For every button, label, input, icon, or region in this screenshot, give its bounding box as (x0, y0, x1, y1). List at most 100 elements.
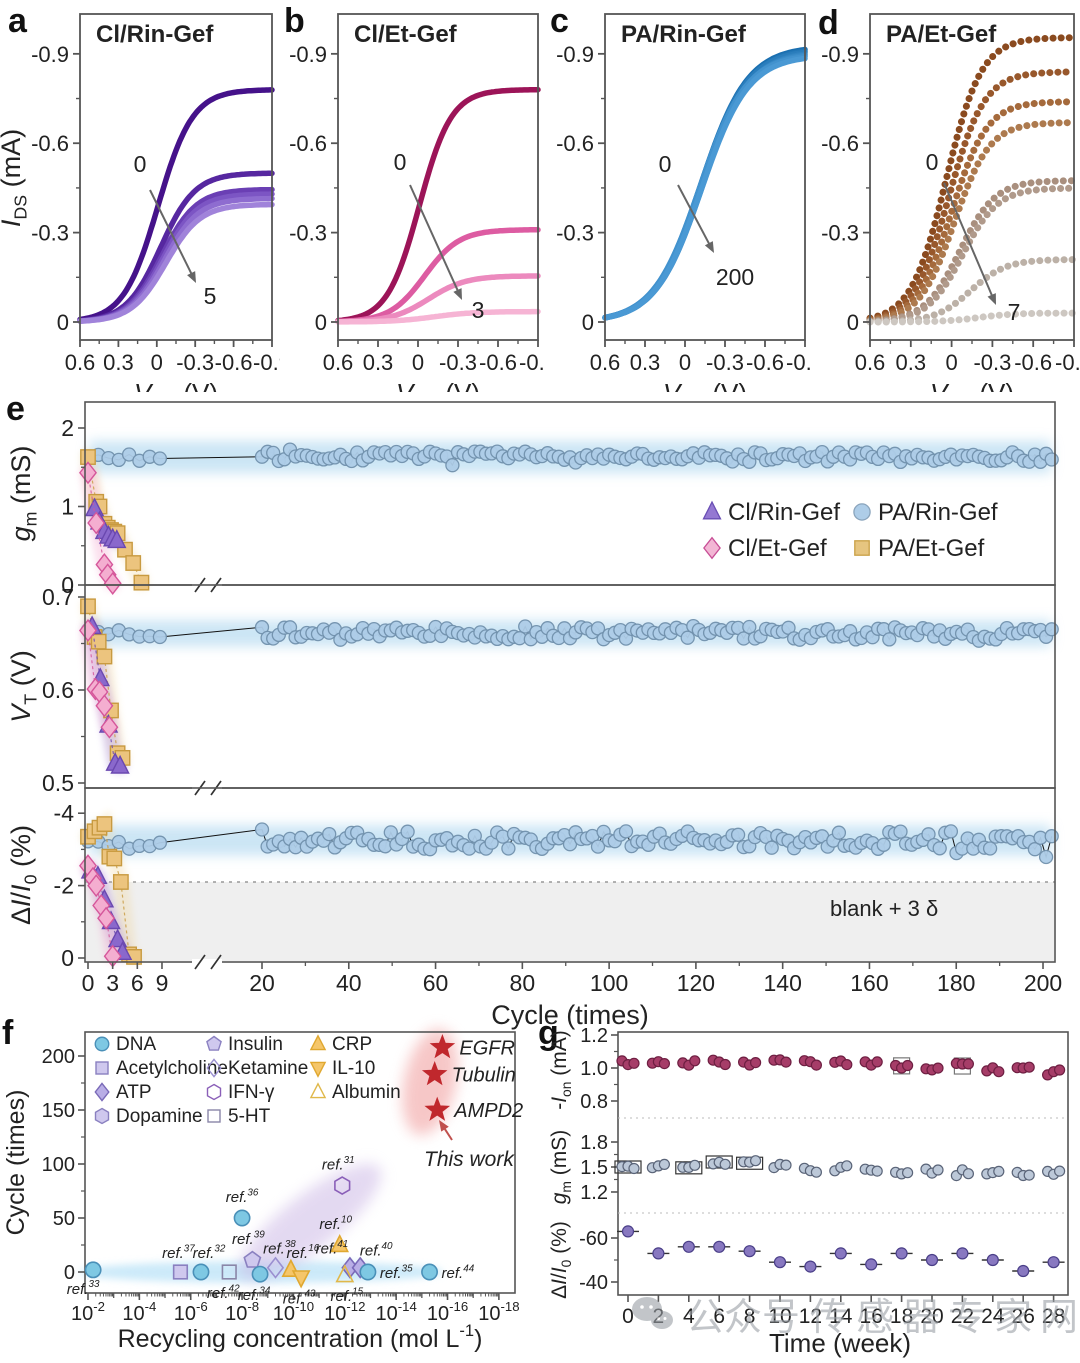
x-tick-label: 0 (622, 1305, 634, 1328)
ref-label: ref.39 (232, 1229, 265, 1248)
legend-marker (206, 1058, 222, 1078)
stable-point (932, 841, 947, 856)
x-tick-label: 14 (829, 1305, 853, 1328)
data-point (750, 1155, 762, 1167)
legend-label: IFN-γ (228, 1082, 275, 1103)
decay-point (95, 694, 114, 718)
data-point (719, 1058, 731, 1071)
data-point (865, 1258, 878, 1271)
data-point-Albumin (335, 1264, 355, 1283)
panel-d-title: PA/Et-Gef (886, 21, 997, 48)
curve-d-0 (866, 34, 1078, 322)
panel-label-c: c (550, 2, 569, 40)
y-tick-label: -0.6 (821, 131, 859, 156)
ref-label: ref.38 (263, 1239, 296, 1258)
transfer-plot-d: 0-0.3-0.6-0.90.60.30-0.3-0.6-0.9VGS (V)P… (821, 13, 1080, 392)
y-tick-label: 150 (42, 1100, 75, 1122)
ref-label: ref.15 (330, 1286, 363, 1305)
legend-marker (95, 1061, 109, 1075)
y-tick-label: -0.6 (556, 131, 594, 156)
arrow-head (439, 1120, 449, 1132)
x-tick-label: 28 (1042, 1305, 1065, 1328)
data-point-Insulin (243, 1250, 262, 1268)
ref-label: ref.10 (319, 1214, 352, 1233)
legend: DNA Acetylcholine ATP Dopamine Insulin Ketami… (94, 1034, 401, 1127)
data-point (689, 1159, 701, 1171)
legend-label: CRP (332, 1034, 372, 1055)
decay-point (96, 648, 113, 665)
ref-label: ref.31 (322, 1155, 355, 1174)
y-tick-label: -0.3 (289, 221, 327, 246)
stable-point (152, 451, 168, 466)
decay-point (107, 928, 128, 948)
legend-marker (854, 540, 870, 556)
x-tick-label: 16 (860, 1305, 883, 1328)
data-point (658, 1057, 671, 1070)
row-y-label: gm (mS) (548, 1130, 574, 1205)
data-point-DNA (359, 1263, 377, 1281)
data-point (689, 1055, 701, 1067)
data-point (1023, 1169, 1035, 1181)
y-tick-label: 200 (42, 1046, 75, 1068)
y-tick-label: 0 (847, 310, 859, 335)
y-tick-label: 1 (61, 494, 74, 520)
data-point-5-HT (221, 1264, 237, 1280)
legend-label: Insulin (228, 1034, 283, 1055)
legend-label: Cl/Et-Gef (728, 535, 827, 562)
curve-b-3 (335, 308, 541, 325)
y-tick-label: -0.6 (289, 131, 327, 156)
cycle-start-label: 0 (134, 151, 147, 177)
ref-label: ref.43 (283, 1289, 316, 1308)
curve-c-6 (602, 55, 808, 321)
data-point (956, 1247, 969, 1260)
x-tick-label: 4 (683, 1305, 695, 1328)
stable-point (764, 840, 779, 855)
x-tick-label: -0.3 (439, 350, 477, 375)
data-point-Ketamine (266, 1256, 285, 1279)
y-tick-label: 1.5 (580, 1157, 608, 1179)
x-tick-label: 60 (423, 970, 449, 996)
x-tick-label: 0.6 (855, 350, 886, 375)
x-tick-label: -0.3 (176, 350, 214, 375)
decay-point (97, 906, 116, 930)
legend-label: PA/Et-Gef (878, 535, 985, 562)
data-point (1053, 1165, 1066, 1177)
data-point-DNA (421, 1263, 438, 1281)
data-point (932, 1164, 944, 1176)
data-point (902, 1059, 914, 1072)
stable-point (730, 827, 746, 842)
data-point (986, 1253, 999, 1267)
decay-point (80, 598, 96, 615)
x-tick-label: 20 (920, 1305, 943, 1328)
y-tick-label: -0.9 (31, 42, 69, 67)
cycle-start-label: 0 (394, 149, 407, 175)
row-y-label: ΔI/I0 (%) (548, 1221, 574, 1299)
data-point (1017, 1264, 1030, 1278)
decay-point (90, 633, 107, 650)
x-tick-label: 120 (677, 970, 715, 996)
plot-border (84, 787, 1056, 963)
stable-point (943, 824, 959, 839)
x-tick-label: 12 (799, 1305, 822, 1328)
decay-point (133, 574, 150, 591)
decay-point (96, 816, 113, 832)
data-point (682, 1240, 695, 1253)
legend-label: Albumin (332, 1082, 401, 1103)
panel-f-comparison-chart: 0 50 100 150 200 10-2 10-4 10-6 10-8 10-10 10-12 10… (2, 1028, 523, 1353)
legend-label: Ketamine (228, 1058, 308, 1079)
legend-marker (207, 1109, 221, 1123)
data-point (773, 1256, 787, 1269)
x-tick-label: 6 (713, 1305, 725, 1328)
stable-point (1027, 842, 1043, 857)
stable-point (1044, 622, 1059, 637)
panel-label-a: a (8, 2, 27, 40)
decay-point (100, 715, 119, 739)
x-tick-label: 18 (890, 1305, 913, 1328)
y-tick-label: -0.3 (31, 221, 69, 246)
y-axis-label: gm (mS) (6, 446, 40, 542)
arrow-head (453, 288, 462, 300)
x-axis-label: VGS (V) (663, 378, 747, 392)
arrow-line (677, 184, 712, 247)
threshold-label: blank + 3 δ (830, 896, 938, 921)
legend-label: Cl/Rin-Gef (728, 499, 840, 526)
